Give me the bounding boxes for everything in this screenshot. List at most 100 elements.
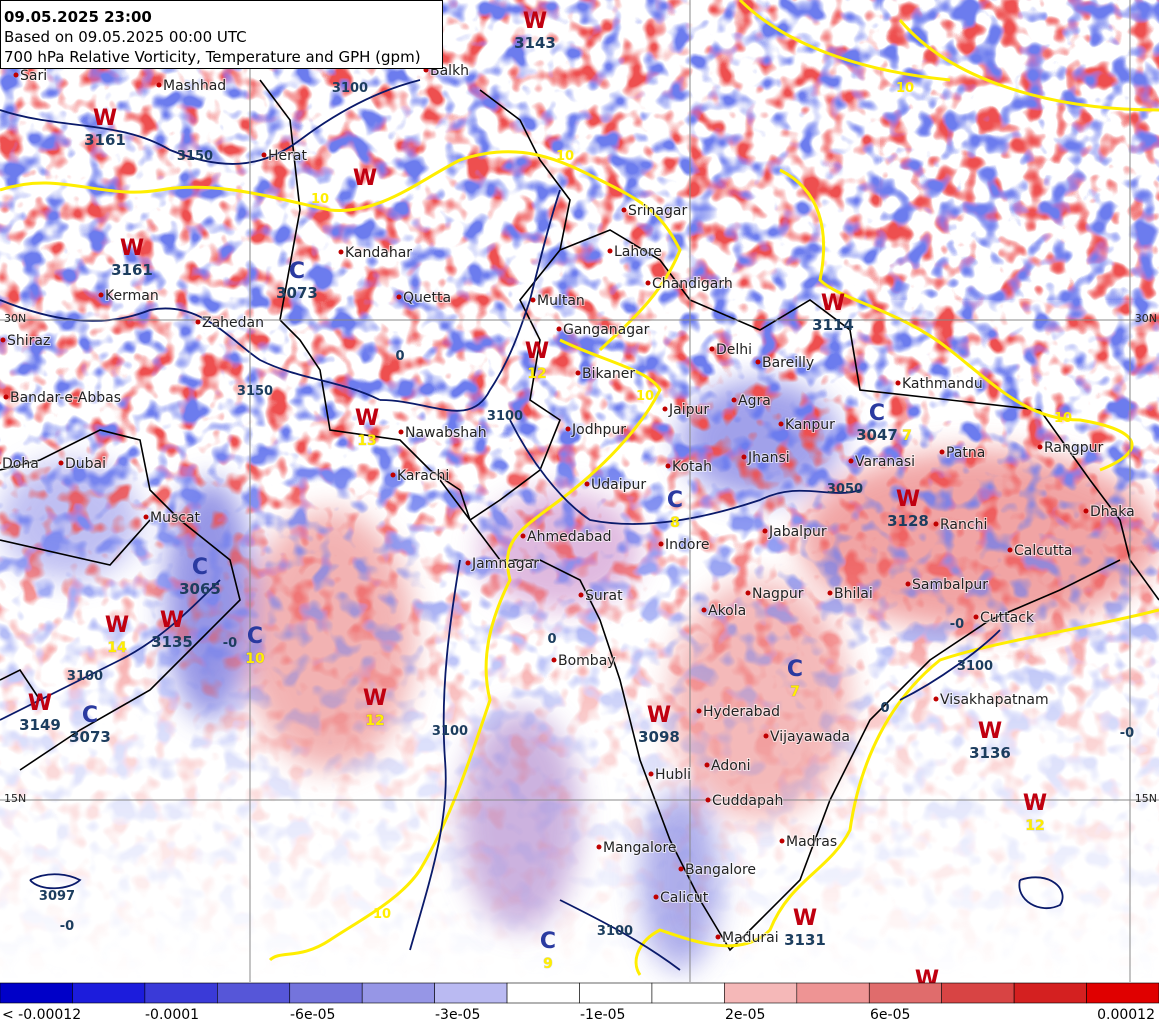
city-dot: [530, 297, 536, 303]
city-dot: [895, 380, 901, 386]
colorbar-swatch: [0, 982, 73, 1004]
center-gph: 3143: [514, 34, 556, 52]
center-letter: W: [978, 719, 1002, 744]
colorbar-label: 0.00012: [1097, 1007, 1155, 1023]
city-dot: [905, 581, 911, 587]
header-product: 700 hPa Relative Vorticity, Temperature …: [4, 48, 421, 66]
contour-label: 10: [896, 81, 914, 96]
city-label: Zahedan: [202, 315, 264, 331]
city-dot: [520, 533, 526, 539]
colorbar-swatch: [1086, 982, 1159, 1004]
city-label: Sari: [20, 68, 47, 84]
center-temp: 7: [902, 428, 912, 444]
city-label: Shiraz: [7, 333, 50, 349]
city-label: Muscat: [150, 510, 201, 526]
colorbar-label: -1e-05: [580, 1007, 625, 1023]
city-dot: [261, 152, 267, 158]
center-gph: 3073: [69, 728, 111, 746]
center-gph: 3065: [179, 580, 221, 598]
center-letter: W: [93, 106, 117, 131]
center-letter: W: [160, 608, 184, 633]
colorbar-swatch: [72, 982, 146, 1004]
contour-label: 3100: [957, 659, 993, 674]
center-letter: W: [363, 686, 387, 711]
header-date: 09.05.2025 23:00: [4, 8, 152, 26]
city-label: Hubli: [655, 767, 691, 783]
center-letter: W: [1023, 791, 1047, 816]
city-dot: [58, 460, 64, 466]
labels: 30N 15N 30N 15N 3100 3150 3150 3100 3050 3100 3100…: [0, 9, 1157, 992]
colorbar-swatch: [289, 982, 363, 1004]
header-run: Based on 09.05.2025 00:00 UTC: [4, 28, 247, 46]
city-dot: [156, 82, 162, 88]
city-dot: [3, 394, 9, 400]
colorbar-swatch: [579, 982, 653, 1004]
city-label: Cuddapah: [712, 793, 783, 809]
city-dot: [678, 866, 684, 872]
city-label: Nawabshah: [405, 425, 487, 441]
colorbar-swatch: [1013, 982, 1087, 1004]
center-letter: W: [896, 487, 920, 512]
colorbar-swatch: [361, 982, 435, 1004]
city-label: Bikaner: [582, 366, 635, 382]
lat-label: 15N: [4, 792, 26, 805]
city-dot: [596, 844, 602, 850]
city-dot: [939, 449, 945, 455]
colorbar-label: -0.0001: [145, 1007, 199, 1023]
city-dot: [390, 472, 396, 478]
contour-label: 3150: [237, 384, 273, 399]
center-gph: 3073: [276, 284, 318, 302]
city-dot: [584, 481, 590, 487]
colorbar-swatch: [144, 982, 218, 1004]
colorbar-swatch: [724, 982, 798, 1004]
city-dot: [338, 249, 344, 255]
city-dot: [0, 461, 1, 465]
colorbar-swatch: [796, 982, 870, 1004]
contour-label: 3150: [177, 149, 213, 164]
city-label: Varanasi: [855, 454, 915, 470]
city-dot: [575, 370, 581, 376]
graticule: [0, 0, 1159, 982]
city-dot: [696, 708, 702, 714]
city-label: Jaipur: [668, 402, 709, 418]
city-label: Bandar-e-Abbas: [10, 390, 121, 406]
city-label: Madurai: [722, 930, 779, 946]
contour-label: -0: [1120, 726, 1134, 741]
city-label: Sambalpur: [912, 577, 988, 593]
city-dot: [607, 248, 613, 254]
city-label: Bhilai: [834, 586, 873, 602]
colorbar-swatch: [941, 982, 1015, 1004]
center-gph: 3149: [19, 716, 61, 734]
lat-label: 30N: [1135, 312, 1157, 325]
center-letter: W: [355, 406, 379, 431]
center-gph: 3128: [887, 512, 929, 530]
contour-label: 3097: [39, 889, 75, 904]
city-label: Kanpur: [785, 417, 835, 433]
center-letter: W: [105, 613, 129, 638]
contour-label: 10: [373, 907, 391, 922]
contour-label: 3050: [827, 482, 863, 497]
lat-label: 30N: [4, 312, 26, 325]
city-label: Karachi: [397, 468, 449, 484]
city-dot: [98, 292, 104, 298]
city-dot: [745, 590, 751, 596]
center-temp: 14: [107, 640, 127, 656]
city-dot: [658, 541, 664, 547]
contour-label: 10: [556, 149, 574, 164]
center-temp: 8: [670, 515, 680, 531]
city-label: Kerman: [105, 288, 159, 304]
center-letter: C: [540, 929, 556, 954]
city-dot: [195, 319, 201, 325]
city-dot: [701, 607, 707, 613]
center-temp: 12: [527, 366, 546, 382]
header-box: [0, 0, 443, 69]
city-dot: [762, 528, 768, 534]
center-temp: 7: [790, 684, 800, 700]
colorbar-swatch: [868, 982, 942, 1004]
center-gph: 3114: [812, 316, 854, 334]
center-letter: W: [525, 339, 549, 364]
city-dot: [0, 337, 6, 343]
colorbar-label: 6e-05: [870, 1007, 910, 1023]
city-dot: [645, 280, 651, 286]
